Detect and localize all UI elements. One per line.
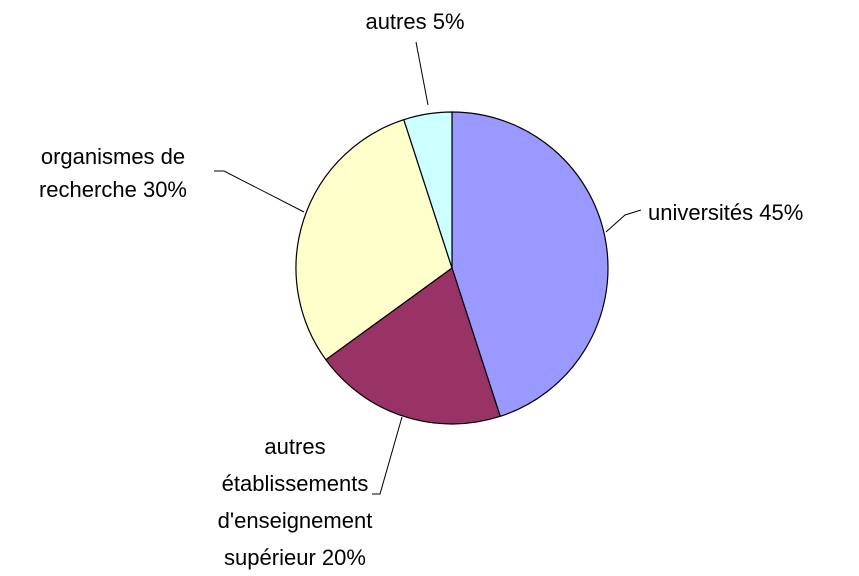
value-label: 30% xyxy=(142,177,187,202)
pie-slice xyxy=(324,267,501,425)
category-label: autres établissements d'enseignement sup… xyxy=(217,434,373,570)
pie-slice xyxy=(403,111,453,269)
slice-label: organismes de recherche 30% xyxy=(13,140,213,206)
slice-label: universités 45% xyxy=(648,198,848,228)
pie-slice xyxy=(295,118,453,361)
category-label: universités xyxy=(648,200,754,225)
slice-label: autres 5% xyxy=(315,7,515,37)
slice-label: autres établissements d'enseignement sup… xyxy=(210,428,380,576)
category-label: organismes de recherche xyxy=(38,144,186,202)
category-label: autres xyxy=(365,9,427,34)
leader-line xyxy=(605,209,642,233)
leader-line xyxy=(415,41,429,106)
value-label: 45% xyxy=(759,200,804,225)
pie-slice xyxy=(451,111,609,418)
leader-line xyxy=(214,170,305,213)
leader-line xyxy=(372,416,403,495)
value-label: 5% xyxy=(432,9,465,34)
value-label: 20% xyxy=(321,545,366,570)
